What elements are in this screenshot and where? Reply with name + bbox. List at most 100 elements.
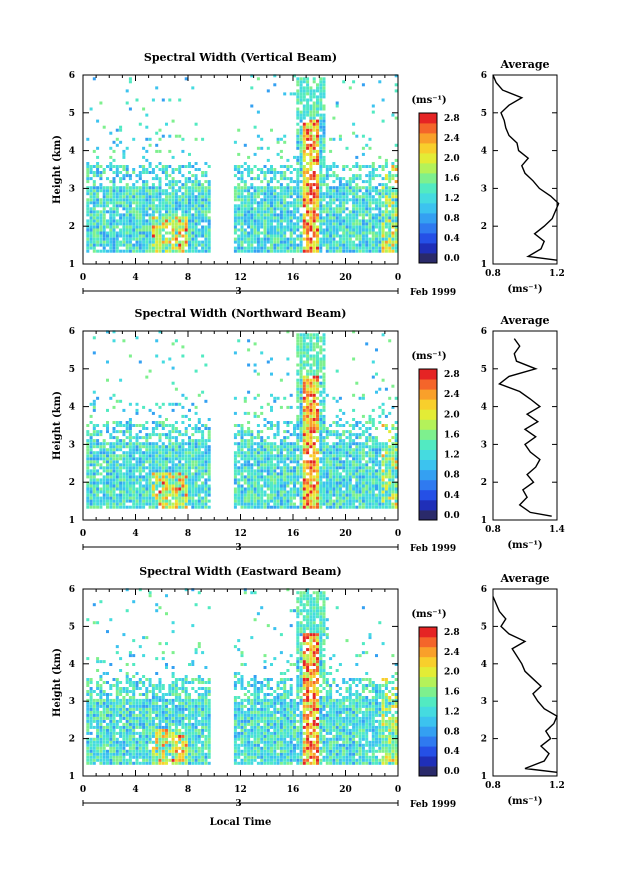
heatmap-cell [289, 180, 293, 184]
heatmap-cell [358, 222, 362, 226]
heatmap-cell [112, 237, 116, 241]
heatmap-cell [96, 457, 100, 461]
heatmap-cell [391, 207, 395, 211]
heatmap-cell [306, 213, 310, 217]
heatmap-cell [119, 399, 123, 403]
heatmap-cell [194, 451, 198, 455]
heatmap-cell [279, 475, 283, 479]
heatmap-cell [296, 348, 300, 352]
heatmap-cell [184, 454, 188, 458]
heatmap-cell [299, 496, 303, 500]
heatmap-cell [332, 421, 336, 424]
heatmap-cell [371, 228, 375, 232]
heatmap-cell [266, 249, 270, 253]
heatmap-cell [375, 240, 378, 244]
heatmap-cell [243, 430, 247, 434]
heatmap-cell [250, 490, 254, 494]
heatmap-cell [299, 348, 303, 352]
heatmap-cell [181, 439, 185, 443]
heatmap-cell [96, 237, 100, 241]
heatmap-cells [86, 330, 398, 509]
heatmap-cell [138, 228, 142, 232]
heatmap-cell [240, 478, 244, 482]
heatmap-cell [273, 189, 277, 193]
heatmap-cell [89, 198, 93, 202]
heatmap-cell [273, 478, 277, 482]
heatmap-cell [191, 222, 195, 226]
heatmap-cell [270, 204, 273, 208]
heatmap-cell [243, 502, 247, 506]
heatmap-cell [181, 186, 185, 190]
heatmap-cell [96, 499, 100, 503]
heatmap-cell [306, 225, 310, 229]
heatmap-cell [89, 210, 93, 214]
heatmap-cell [312, 445, 316, 449]
heatmap-cell [306, 360, 310, 364]
heatmap-cell [329, 463, 333, 467]
heatmap-cell [145, 149, 149, 153]
heatmap-cell [368, 192, 372, 196]
heatmap-cell [266, 469, 270, 473]
heatmap-cell [316, 104, 319, 108]
heatmap-cell [155, 246, 159, 250]
heatmap-cell [99, 472, 103, 476]
heatmap-cell [184, 484, 188, 488]
heatmap-cell [122, 439, 126, 443]
heatmap-cell [279, 499, 283, 503]
heatmap-cell [253, 490, 257, 494]
heatmap-cell [296, 155, 300, 159]
heatmap-cell [283, 421, 287, 424]
heatmap-cell [102, 466, 106, 470]
heatmap-cell [322, 83, 326, 87]
heatmap-cell [306, 110, 310, 114]
heatmap-cell [112, 475, 116, 479]
heatmap-cell [279, 155, 283, 159]
heatmap-cell [358, 189, 362, 193]
heatmap-cell [332, 430, 336, 434]
heatmap-cell [348, 228, 352, 232]
heatmap-cell [155, 225, 159, 229]
heatmap-cell [240, 472, 244, 476]
heatmap-cell [125, 475, 129, 479]
heatmap-cell [309, 369, 313, 373]
heatmap-cell [361, 475, 365, 479]
heatmap-cell [155, 427, 159, 430]
heatmap-cell [316, 95, 319, 99]
heatmap-cell [197, 454, 201, 458]
heatmap-cell [306, 478, 310, 482]
heatmap-cell [266, 475, 270, 479]
heatmap-cell [316, 505, 319, 509]
heatmap-cell [355, 481, 359, 485]
heatmap-cell [378, 189, 382, 193]
heatmap-cell [92, 460, 96, 464]
heatmap-cell [188, 454, 191, 458]
heatmap-cell [299, 336, 303, 340]
heatmap-cell [138, 225, 142, 229]
heatmap-cell [128, 204, 132, 208]
heatmap-cell [299, 505, 303, 509]
heatmap-cell [207, 186, 211, 190]
heatmap-cell [86, 481, 90, 485]
heatmap-cell [132, 472, 136, 476]
heatmap-cell [142, 454, 146, 458]
heatmap-cell [240, 246, 244, 250]
heatmap-cell [381, 204, 385, 208]
heatmap-cell [352, 174, 356, 178]
heatmap-cell [296, 128, 300, 132]
heatmap-cell [342, 411, 346, 415]
heatmap-cell [394, 243, 398, 247]
heatmap-cell [316, 213, 319, 217]
heatmap-cell [319, 408, 323, 412]
heatmap-cell [125, 222, 129, 226]
heatmap-cell [112, 487, 116, 491]
heatmap-cell [161, 421, 165, 424]
heatmap-cell [237, 168, 241, 171]
heatmap-cell [135, 493, 139, 497]
heatmap-cell [122, 502, 126, 506]
heatmap-cell [145, 502, 149, 506]
heatmap-cell [371, 186, 375, 190]
heatmap-cell [240, 487, 244, 491]
heatmap-cell [266, 246, 270, 250]
heatmap-cell [155, 219, 159, 223]
heatmap-cell [316, 451, 319, 455]
